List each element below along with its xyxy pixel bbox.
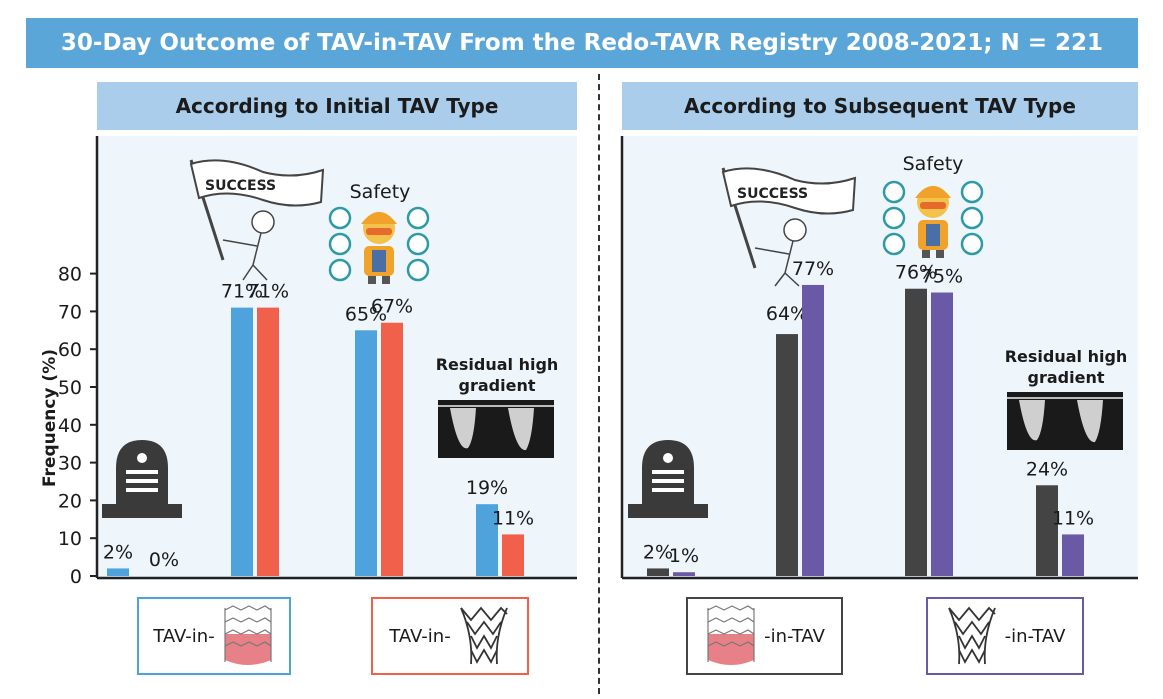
safety-worker-icon: [882, 180, 984, 258]
data-label: 77%: [792, 258, 834, 280]
tombstone-icon: [102, 440, 182, 518]
svg-text:SUCCESS: SUCCESS: [205, 178, 276, 194]
legend-label: -in-TAV: [1004, 625, 1066, 647]
doppler-gradient-icon: [1007, 392, 1123, 450]
data-label: 71%: [247, 281, 289, 303]
data-label: 2%: [103, 541, 133, 563]
bar: [1062, 534, 1084, 576]
y-tick-label: 0: [70, 566, 82, 588]
y-tick-label: 70: [58, 301, 82, 323]
legend-label: TAV-in-: [389, 625, 451, 647]
data-label: 0%: [149, 549, 179, 571]
bar: [107, 568, 129, 576]
bar: [231, 307, 253, 576]
data-label: 2%: [643, 541, 673, 563]
y-tick-label: 30: [58, 453, 82, 475]
data-label: 1%: [669, 545, 699, 567]
self-expanding-valve-icon: [459, 606, 508, 665]
gradient-annotation-line2: gradient: [459, 376, 536, 395]
data-label: 71%: [221, 281, 263, 303]
balloon-expandable-valve-icon: [707, 605, 755, 665]
right-panel-heading: According to Subsequent TAV Type: [622, 82, 1138, 130]
y-tick-label: 80: [58, 264, 82, 286]
self-expanding-valve-icon: [947, 606, 996, 665]
safety-worker-icon: [328, 206, 430, 284]
legend-subsequent-self-expanding: -in-TAV: [926, 597, 1084, 675]
legend-initial-balloon: TAV-in-: [137, 597, 291, 675]
data-label: 67%: [371, 296, 413, 318]
data-label: 11%: [1052, 507, 1094, 529]
bar: [1036, 485, 1058, 576]
bar: [381, 322, 403, 576]
bar: [355, 330, 377, 576]
data-label: 75%: [921, 266, 963, 288]
svg-text:SUCCESS: SUCCESS: [737, 186, 808, 202]
balloon-expandable-valve-icon: [224, 605, 272, 665]
legend-initial-self-expanding: TAV-in-: [371, 597, 529, 675]
data-label: 11%: [492, 507, 534, 529]
tombstone-icon: [628, 440, 708, 518]
bar: [931, 292, 953, 576]
gradient-annotation-line2: gradient: [1028, 368, 1105, 387]
y-tick-label: 40: [58, 415, 82, 437]
data-label: 76%: [895, 262, 937, 284]
legend-subsequent-balloon: -in-TAV: [686, 597, 843, 675]
figure-title: 30-Day Outcome of TAV-in-TAV From the Re…: [26, 18, 1138, 68]
legend-label: TAV-in-: [153, 625, 215, 647]
bar: [802, 284, 824, 576]
bar: [476, 504, 498, 576]
bar: [257, 307, 279, 576]
bar: [905, 288, 927, 576]
y-tick-label: 20: [58, 490, 82, 512]
gradient-annotation-line1: Residual high: [436, 355, 559, 374]
gradient-annotation-line1: Residual high: [1005, 347, 1128, 366]
bar: [673, 572, 695, 576]
y-tick-label: 10: [58, 528, 82, 550]
success-flag-icon: SUCCESS: [721, 167, 857, 287]
legend-label: -in-TAV: [764, 625, 825, 647]
y-tick-label: 50: [58, 377, 82, 399]
data-label: 65%: [345, 303, 387, 325]
bar: [502, 534, 524, 576]
success-flag-icon: SUCCESS: [189, 159, 325, 281]
bar: [776, 334, 798, 576]
left-panel-heading: According to Initial TAV Type: [97, 82, 577, 130]
y-tick-label: 60: [58, 339, 82, 361]
data-label: 19%: [466, 477, 508, 499]
data-label: 64%: [766, 303, 808, 325]
panel-divider: [598, 74, 600, 694]
bar: [647, 568, 669, 576]
data-label: 24%: [1026, 458, 1068, 480]
safety-annotation: Safety: [903, 153, 964, 175]
doppler-gradient-icon: [438, 400, 554, 458]
safety-annotation: Safety: [350, 181, 411, 203]
